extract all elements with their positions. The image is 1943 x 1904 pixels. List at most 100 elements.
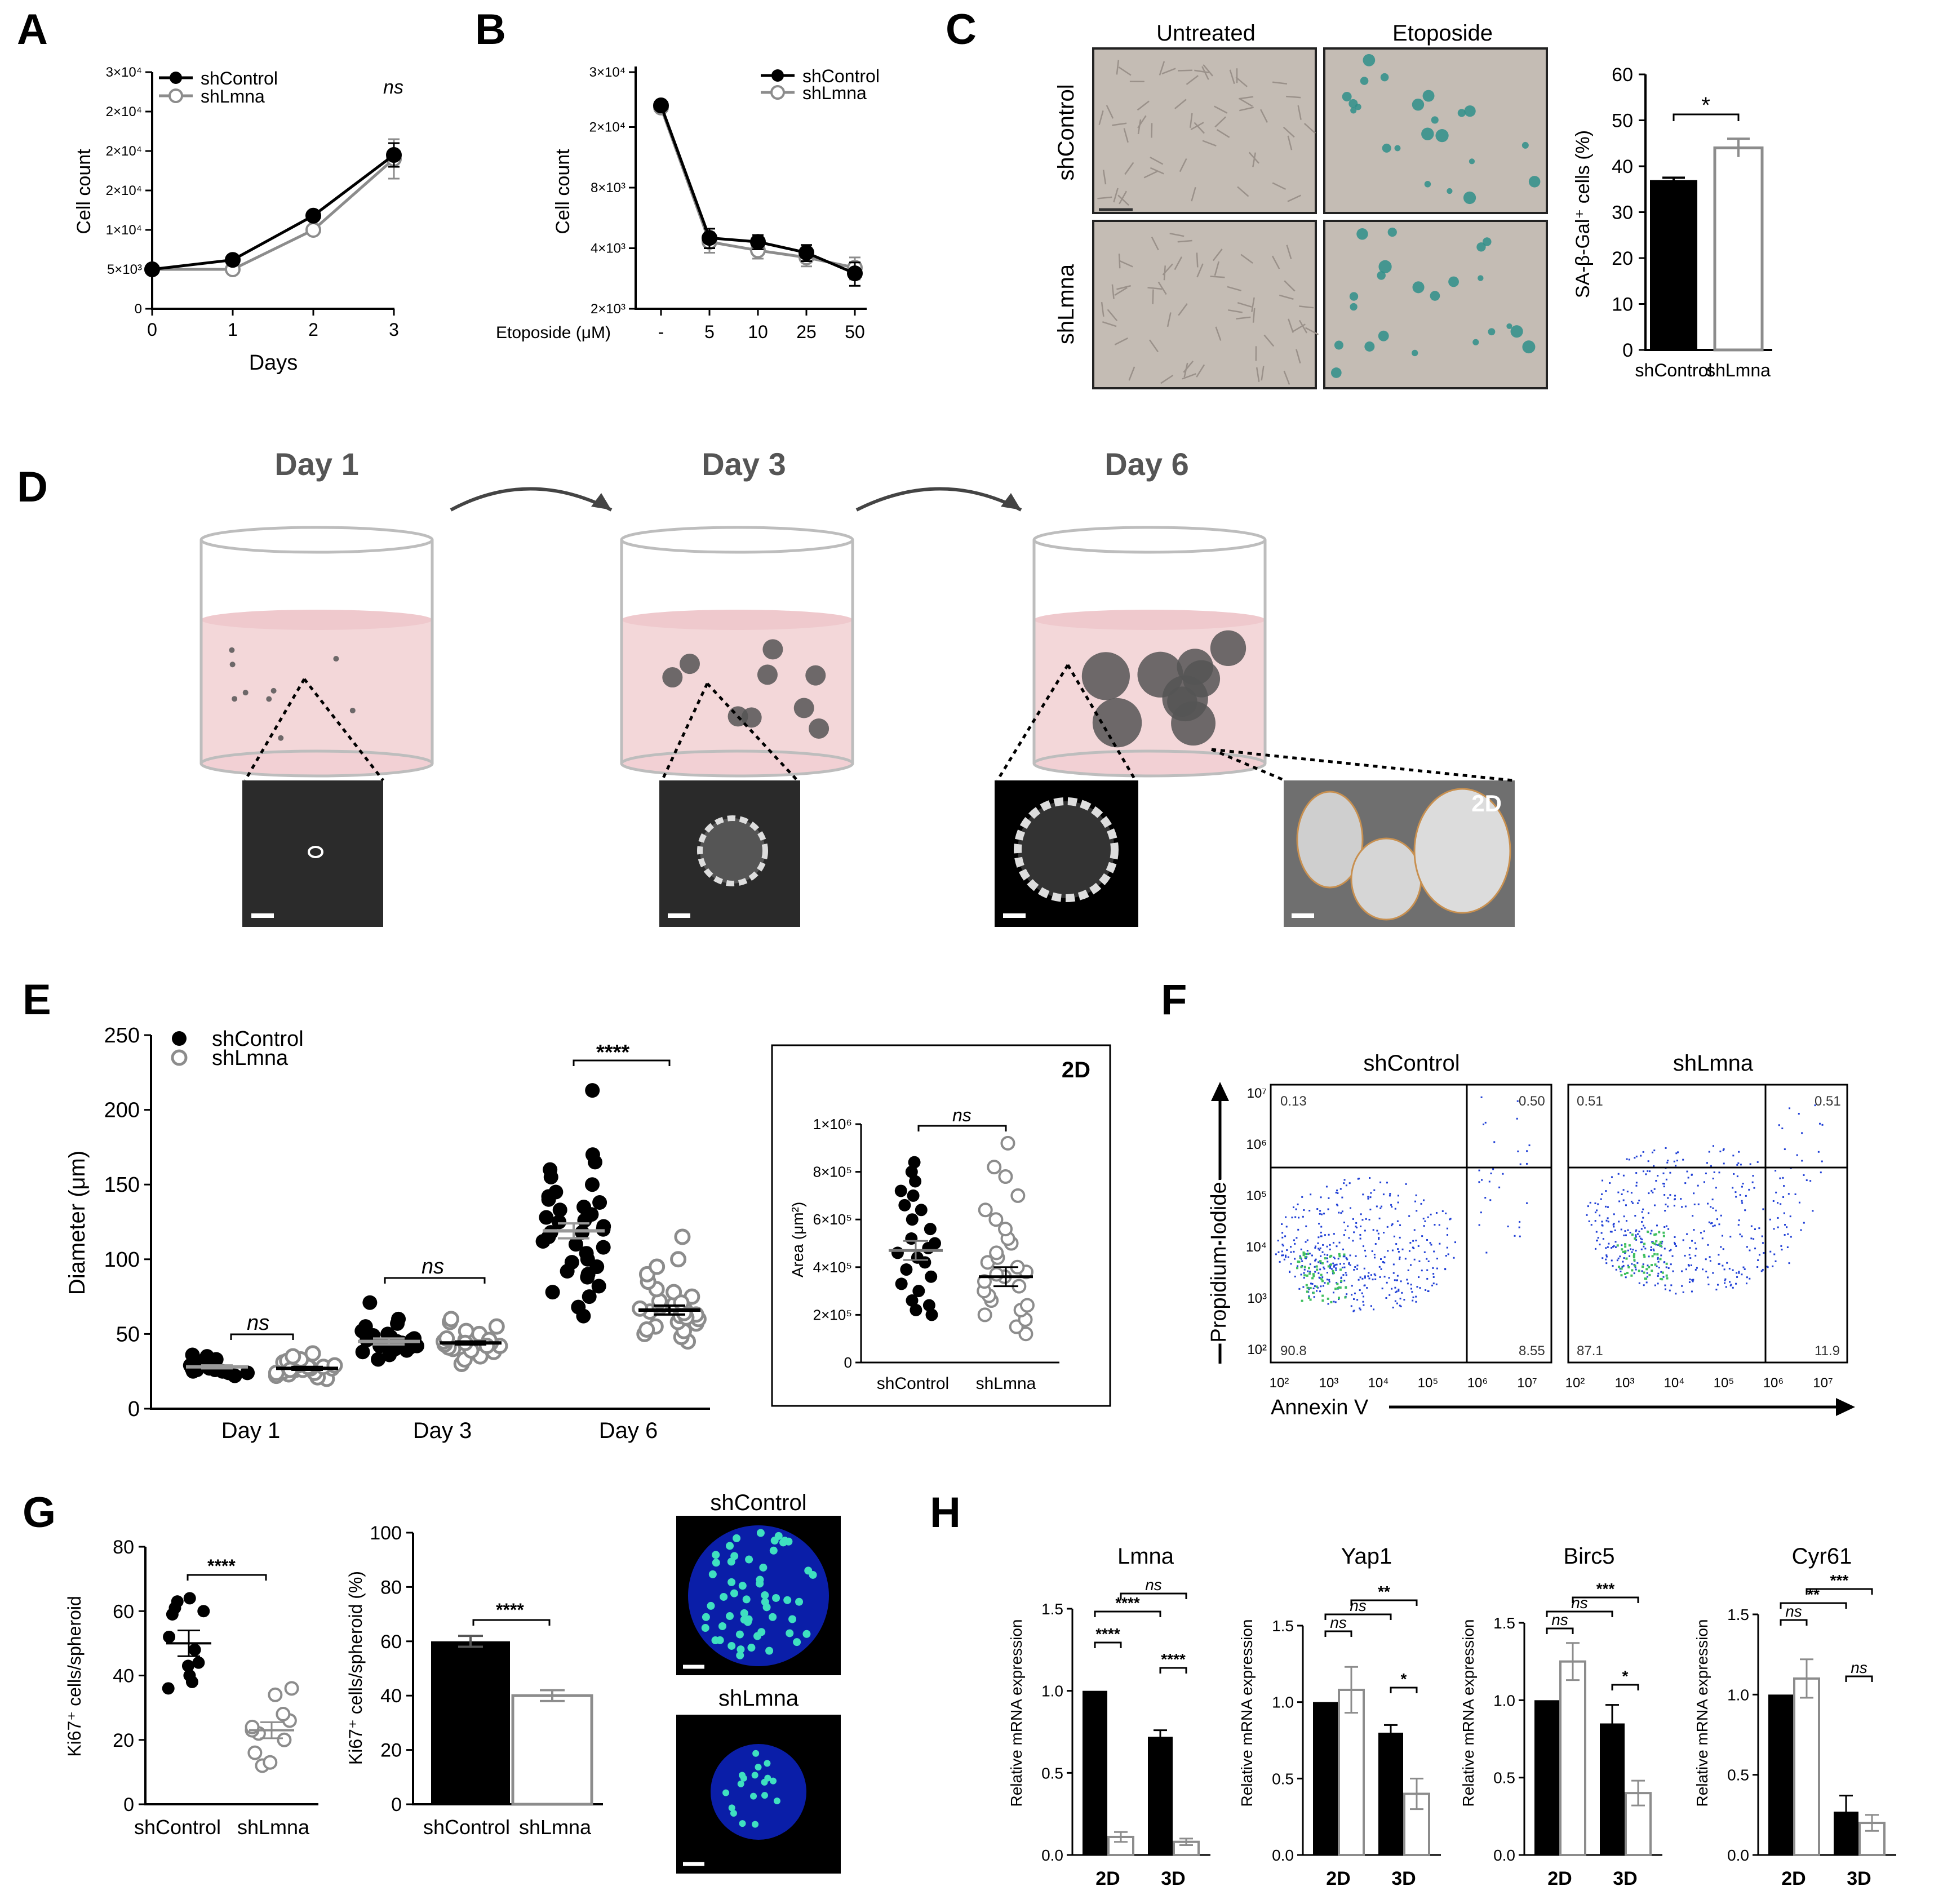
sa-bgal-stained-cell bbox=[1350, 292, 1358, 300]
flow-event bbox=[1346, 1184, 1347, 1186]
flow-event bbox=[1732, 1187, 1733, 1189]
flow-event bbox=[1612, 1265, 1613, 1267]
flow-event bbox=[1800, 1229, 1802, 1231]
flow-event bbox=[1712, 1226, 1714, 1227]
flow-event bbox=[1346, 1274, 1347, 1276]
flow-event bbox=[1394, 1287, 1396, 1289]
medium-surface bbox=[1034, 610, 1265, 630]
flow-event bbox=[1366, 1287, 1368, 1289]
panel-e-inset-x-shlmna: shLmna bbox=[976, 1374, 1036, 1393]
flow-event bbox=[1349, 1182, 1351, 1184]
flow-event bbox=[1293, 1239, 1295, 1241]
flow-event bbox=[1749, 1250, 1750, 1251]
y-tick-label: 0 bbox=[391, 1794, 402, 1816]
flow-event bbox=[1517, 1151, 1519, 1152]
flow-event-dense bbox=[1327, 1298, 1329, 1300]
cell-streak bbox=[1178, 70, 1192, 71]
flow-event-dense bbox=[1624, 1245, 1626, 1248]
flow-event bbox=[1712, 1199, 1714, 1200]
flow-event-dense bbox=[1301, 1266, 1303, 1268]
flow-event bbox=[1319, 1213, 1321, 1215]
flow-event bbox=[1381, 1268, 1382, 1270]
flow-event bbox=[1647, 1272, 1648, 1274]
flow-event bbox=[1427, 1290, 1429, 1292]
data-point-shcontrol bbox=[184, 1592, 196, 1604]
flow-event bbox=[1379, 1208, 1381, 1209]
flow-event bbox=[1369, 1219, 1370, 1220]
flow-event bbox=[1607, 1246, 1609, 1248]
flow-event bbox=[1507, 1226, 1509, 1227]
flow-event bbox=[1779, 1178, 1781, 1179]
flow-event bbox=[1819, 1123, 1821, 1125]
y-tick-label: 0 bbox=[844, 1354, 852, 1371]
annexin-arrow-head bbox=[1836, 1398, 1855, 1416]
bracket-day1 bbox=[231, 1334, 293, 1340]
flow-event bbox=[1406, 1279, 1408, 1281]
flow-event-dense bbox=[1333, 1272, 1335, 1274]
data-point-shcontrol bbox=[800, 246, 813, 259]
flow-event bbox=[1651, 1246, 1652, 1248]
flow-event bbox=[1314, 1285, 1316, 1287]
flow-event bbox=[1361, 1219, 1363, 1220]
cell-streak bbox=[1153, 290, 1154, 304]
data-point-shcontrol bbox=[571, 1300, 585, 1315]
flow-event bbox=[1737, 1175, 1738, 1177]
single-cell bbox=[243, 690, 249, 695]
flow-event bbox=[1638, 1231, 1640, 1232]
panel-g-scatter-sig: **** bbox=[207, 1556, 236, 1576]
flow-event bbox=[1387, 1226, 1389, 1228]
flow-event bbox=[1691, 1279, 1693, 1281]
flow-event bbox=[1653, 1250, 1654, 1251]
flow-event bbox=[1484, 1197, 1486, 1199]
flow-event bbox=[1681, 1285, 1683, 1287]
panel-g-bar-x-shlmna: shLmna bbox=[519, 1816, 592, 1839]
flow-event bbox=[1430, 1214, 1432, 1215]
x-tick-label: 10⁴ bbox=[1663, 1375, 1684, 1391]
sa-bgal-stained-cell bbox=[1421, 127, 1434, 140]
ki67-nucleus bbox=[788, 1615, 796, 1623]
flow-event bbox=[1707, 1203, 1709, 1205]
flow-event bbox=[1432, 1267, 1434, 1269]
x-tick-label: 10³ bbox=[1319, 1375, 1339, 1391]
data-point-shcontrol bbox=[900, 1263, 912, 1276]
flow-event bbox=[1332, 1263, 1334, 1264]
panel-c-row-shcontrol: shControl bbox=[1054, 84, 1079, 180]
flow-event bbox=[1400, 1298, 1401, 1299]
flow-event-dense bbox=[1621, 1248, 1623, 1250]
flow-event bbox=[1625, 1204, 1627, 1206]
flow-event bbox=[1430, 1242, 1431, 1244]
panel-g-scatter-axes bbox=[145, 1547, 318, 1804]
flow-event bbox=[1351, 1305, 1352, 1307]
flow-event bbox=[1617, 1259, 1618, 1261]
flow-event bbox=[1730, 1284, 1732, 1285]
y-tick-label: 0 bbox=[123, 1794, 134, 1816]
ki67-nucleus bbox=[740, 1775, 747, 1782]
flow-event bbox=[1343, 1255, 1345, 1257]
flow-event bbox=[1715, 1289, 1717, 1290]
flow-event bbox=[1298, 1217, 1299, 1218]
flow-event bbox=[1408, 1270, 1409, 1271]
sig-label: ns bbox=[1785, 1603, 1802, 1620]
data-point-shcontrol bbox=[163, 1631, 175, 1643]
data-point-shcontrol bbox=[848, 267, 862, 280]
ki67-nucleus bbox=[771, 1537, 779, 1544]
flow-event bbox=[1601, 1232, 1603, 1234]
well-rim bbox=[201, 527, 432, 552]
micrograph-day1 bbox=[242, 780, 383, 927]
panel-a-ylabel: Cell count bbox=[73, 149, 95, 234]
flow-event bbox=[1444, 1268, 1446, 1270]
flow-event bbox=[1635, 1269, 1637, 1271]
bar-2d-shcontrol bbox=[1313, 1702, 1338, 1855]
panel-d-day3: Day 3 bbox=[702, 446, 786, 482]
y-tick-label: 60 bbox=[1612, 64, 1633, 86]
flow-event bbox=[1359, 1234, 1361, 1236]
flow-event bbox=[1433, 1282, 1435, 1284]
flow-event bbox=[1353, 1298, 1355, 1300]
flow-event bbox=[1293, 1206, 1294, 1208]
flow-event bbox=[1364, 1285, 1365, 1286]
flow-event bbox=[1426, 1278, 1428, 1280]
y-tick-label: 80 bbox=[380, 1577, 402, 1598]
data-point-shlmna bbox=[988, 1161, 1000, 1173]
flow-event bbox=[1783, 1185, 1785, 1187]
x-tick-label: 10⁴ bbox=[1368, 1375, 1389, 1391]
